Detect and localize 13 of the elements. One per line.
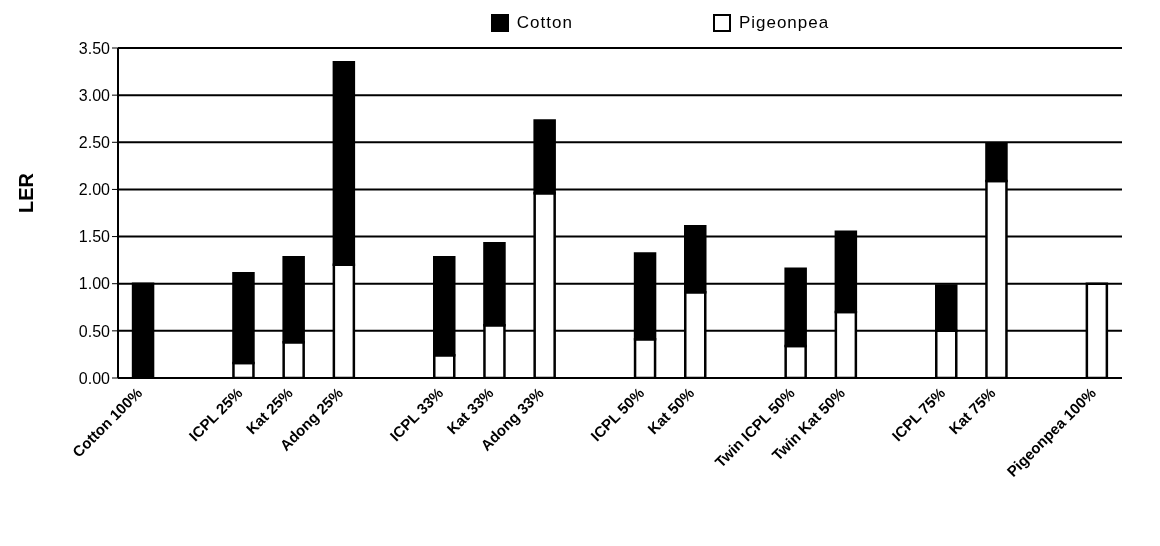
x-tick-label: Kat 50%: [644, 384, 698, 438]
y-tick-label: 2.00: [78, 181, 111, 199]
y-tick-label: 1.50: [78, 228, 111, 246]
y-tick-label: 2.50: [78, 133, 111, 151]
y-tick-label: 3.00: [78, 86, 111, 104]
y-tick-label: 1.00: [78, 275, 111, 293]
legend-label: Cotton: [516, 13, 573, 33]
y-axis-title: LER: [15, 172, 38, 213]
y-tick-label: 0.50: [78, 322, 111, 340]
y-tick-label: 3.50: [78, 39, 111, 57]
y-tick-label: 0.00: [78, 369, 111, 387]
x-tick-label: Kat 75%: [945, 384, 999, 438]
legend-label: Pigeonpea: [738, 13, 830, 33]
